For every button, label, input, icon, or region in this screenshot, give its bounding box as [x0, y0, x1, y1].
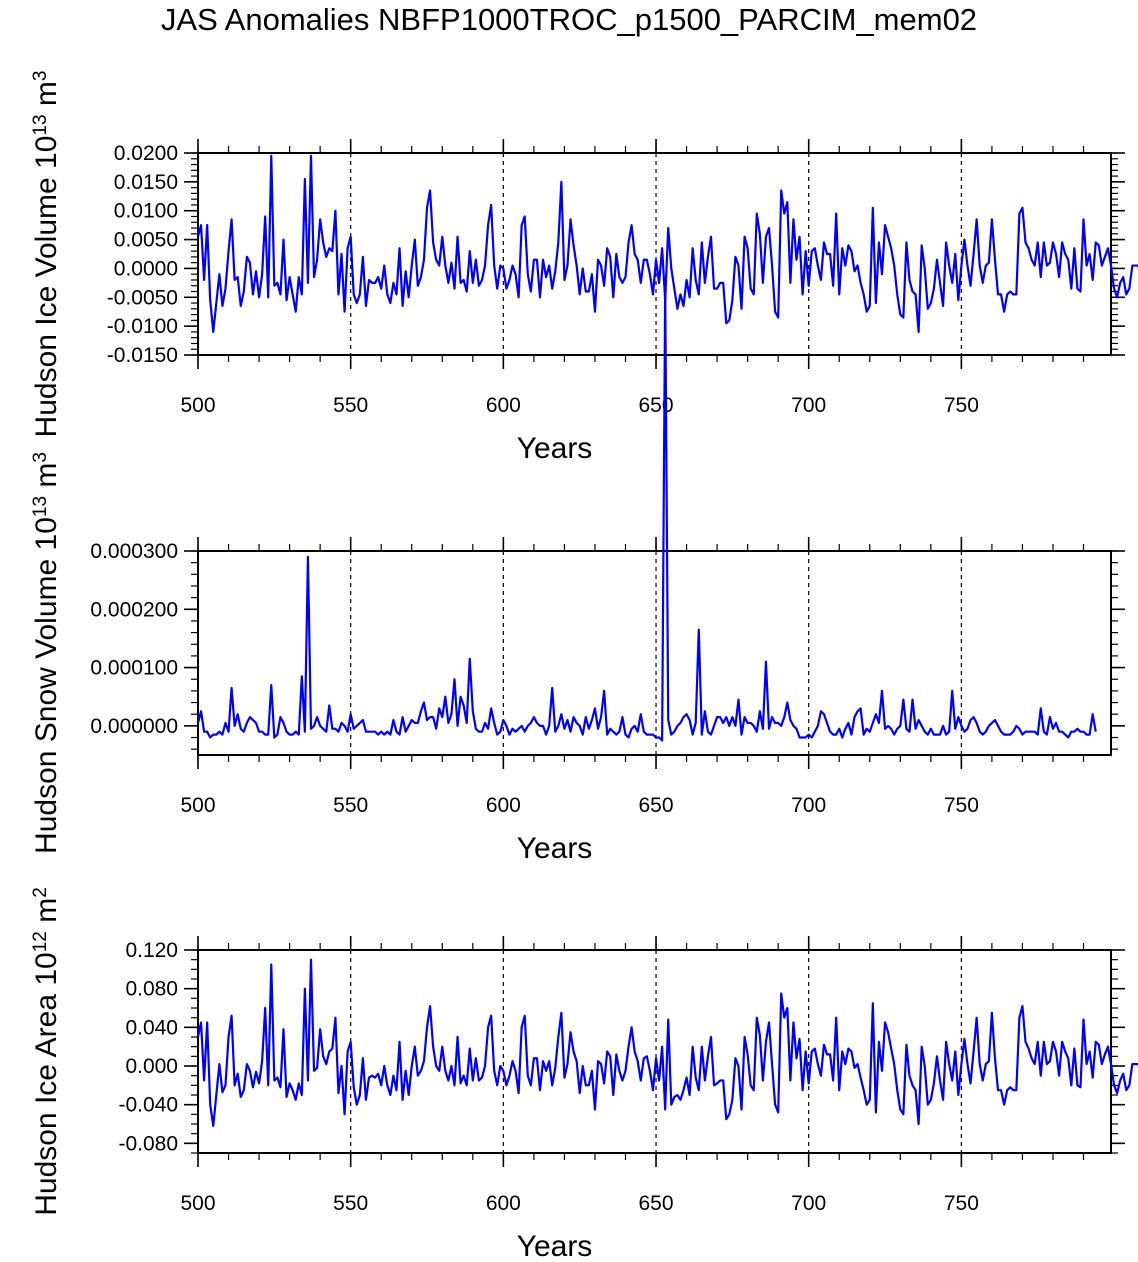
- x-tick-label: 500: [180, 394, 215, 417]
- x-tick-label: 650: [639, 394, 674, 417]
- y-tick-label: -0.080: [118, 1132, 178, 1155]
- plot-frame: [197, 152, 1112, 356]
- y-tick-label: 0.000200: [90, 598, 178, 621]
- x-tick-label: 600: [486, 1192, 521, 1215]
- y-axis-title: Hudson Snow Volume 1013 m3: [30, 452, 64, 854]
- x-axis-title: Years: [517, 432, 593, 465]
- y-tick-label: -0.0150: [107, 344, 178, 367]
- x-tick-label: 600: [486, 794, 521, 817]
- x-tick-label: 550: [333, 794, 368, 817]
- y-tick-label: -0.040: [118, 1094, 178, 1117]
- y-tick-label: 0.080: [125, 978, 178, 1001]
- x-tick-label: 750: [944, 394, 979, 417]
- y-tick-label: 0.000: [125, 1055, 178, 1078]
- y-tick-label: 0.000300: [90, 540, 178, 563]
- y-tick-label: -0.0100: [107, 315, 178, 338]
- x-tick-label: 700: [791, 1192, 826, 1215]
- y-tick-label: 0.0150: [114, 171, 178, 194]
- series-line: [196, 958, 1138, 1128]
- x-tick-label: 600: [486, 394, 521, 417]
- y-axis-title: Hudson Ice Volume 1013 m3: [30, 71, 64, 438]
- series-line: [196, 154, 1138, 334]
- y-tick-label: 0.0000: [114, 257, 178, 280]
- y-tick-label: 0.000100: [90, 657, 178, 680]
- x-axis-title: Years: [517, 1230, 593, 1262]
- x-tick-label: 550: [333, 394, 368, 417]
- plot-frame: [197, 949, 1112, 1154]
- y-tick-label: 0.000000: [90, 715, 178, 738]
- x-tick-label: 650: [639, 794, 674, 817]
- x-tick-label: 500: [180, 1192, 215, 1215]
- plot-frame: [197, 550, 1112, 756]
- chart-panel-3: -0.080 -0.040 0.000 0.040 0.080 0.120 500 550 60…: [30, 887, 1138, 1262]
- y-tick-label: 0.0100: [114, 200, 178, 223]
- x-tick-label: 750: [944, 1192, 979, 1215]
- x-tick-label: 700: [791, 394, 826, 417]
- y-tick-label: -0.0050: [107, 286, 178, 309]
- chart-panel-2: 0.000000 0.000100 0.000200 0.000300 500 550 60…: [30, 287, 1125, 865]
- x-tick-label: 650: [639, 1192, 674, 1215]
- x-axis-title: Years: [517, 832, 593, 865]
- x-tick-label: 750: [944, 794, 979, 817]
- y-tick-label: 0.0050: [114, 229, 178, 252]
- series-line: [196, 287, 1097, 742]
- y-tick-label: 0.040: [125, 1016, 178, 1039]
- x-tick-label: 500: [180, 794, 215, 817]
- figure-title: JAS Anomalies NBFP1000TROC_p1500_PARCIM_…: [160, 2, 978, 37]
- x-tick-label: 700: [791, 794, 826, 817]
- chart-panel-1: -0.0150 -0.0100 -0.0050 0.0000 0.0050 0.0100 0…: [30, 71, 1138, 465]
- x-tick-label: 550: [333, 1192, 368, 1215]
- y-axis-title: Hudson Ice Area 1012 m2: [30, 887, 64, 1216]
- y-tick-label: 0.0200: [114, 142, 178, 165]
- y-tick-label: 0.120: [125, 939, 178, 962]
